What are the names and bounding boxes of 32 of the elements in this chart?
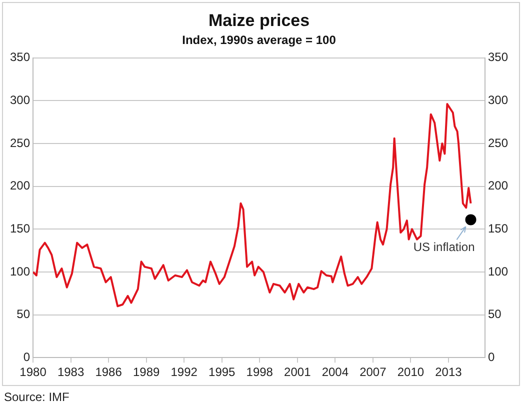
x-tick-label: 1980: [20, 365, 47, 380]
y-tick-label: 200: [10, 178, 30, 193]
source-note: Source: IMF: [4, 390, 70, 404]
x-tick-label: 1986: [95, 365, 122, 380]
x-tick-label: 2010: [397, 365, 424, 380]
y-tick-label: 150: [10, 221, 30, 236]
y2-tick-label: 150: [488, 221, 508, 236]
annotation: US inflation: [413, 240, 475, 254]
x-tick-label: 1995: [208, 365, 236, 380]
y-tick-label: 100: [10, 264, 30, 278]
y2-tick-label: 200: [488, 178, 508, 193]
x-tick-label: 1989: [132, 365, 160, 380]
x-tick-label: 1992: [170, 365, 198, 380]
x-tick-label: 2007: [360, 365, 387, 380]
y2-tick-label: 0: [488, 350, 495, 364]
y2-tick-label: 250: [488, 136, 508, 150]
y-tick-label: 350: [10, 50, 30, 64]
y-tick-label: 250: [10, 136, 30, 150]
y-tick-label: 300: [10, 92, 30, 107]
x-tick-label: 1998: [246, 365, 274, 380]
y2-tick-label: 350: [488, 50, 508, 64]
x-tick-label: 2004: [322, 365, 349, 380]
y2-tick-label: 100: [488, 264, 508, 278]
y2-tick-label: 50: [488, 307, 502, 322]
chart-title: Maize prices: [208, 10, 310, 30]
chart-subtitle: Index, 1990s average = 100: [182, 32, 336, 47]
y2-tick-label: 300: [488, 92, 508, 107]
y-tick-label: 50: [16, 307, 30, 322]
x-tick-label: 2013: [435, 365, 462, 380]
y-tick-label: 0: [23, 350, 30, 364]
x-tick-label: 1983: [57, 365, 84, 380]
x-tick-label: 2001: [284, 365, 312, 380]
